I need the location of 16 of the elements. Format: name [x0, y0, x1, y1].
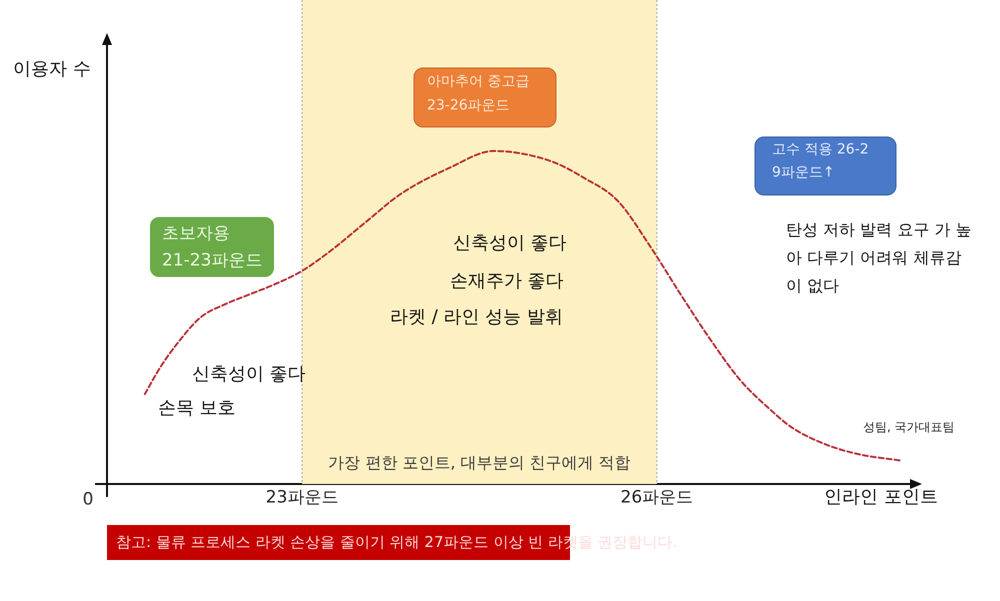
x-axis-title: 인라인 포인트 — [824, 486, 938, 508]
y-axis-title: 이용자 수 — [13, 58, 91, 80]
annotation: 손재주가 좋다 — [450, 270, 564, 292]
annotation: 신축성이 좋다 — [453, 232, 567, 254]
annotation: 초보자용 21-23파운드 — [162, 223, 262, 270]
text: 0 — [82, 489, 94, 510]
annotation: 신축성이 좋다 — [192, 364, 306, 385]
x-tick-label: 23파운드 — [266, 488, 338, 508]
x-tick-label: 26파운드 — [620, 488, 694, 508]
annotation: 고수 적용 26-2 9파운드↑ — [772, 142, 869, 181]
annotation: 라켓 / 라인 성능 발휘 — [390, 306, 563, 328]
band-label: 가장 편한 포인트, 대부분의 친구에게 적합 — [328, 453, 631, 472]
text: 아마추어 중고급 23-26파운드 — [427, 74, 530, 114]
annotation: 탄성 저하 발력 요구 가 높 아 다루기 어려워 체류감 이 없다 — [786, 220, 972, 296]
annotation: 성팀, 국가대표팀 — [863, 420, 955, 434]
annotation: 손목 보호 — [158, 398, 236, 419]
